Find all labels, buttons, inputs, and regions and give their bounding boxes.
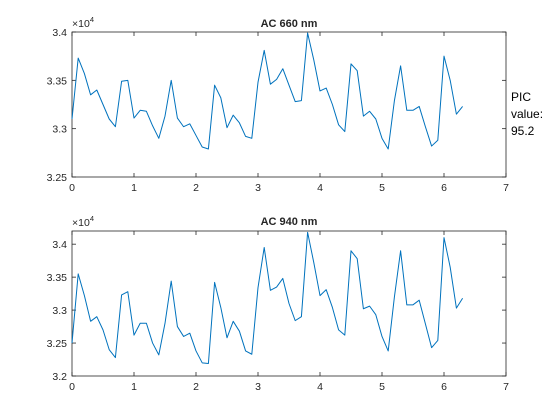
x-tick-label: 7 xyxy=(503,381,509,393)
x-tick-label: 4 xyxy=(317,182,323,194)
chart-title: AC 940 nm xyxy=(261,216,318,228)
y-tick-label: 3.2 xyxy=(52,371,67,383)
x-tick-label: 3 xyxy=(255,381,261,393)
chart-title: AC 660 nm xyxy=(261,18,318,30)
y-multiplier-label: ×104 xyxy=(72,214,94,229)
x-tick-label: 2 xyxy=(193,182,199,194)
x-tick-label: 6 xyxy=(441,182,447,194)
y-tick-label: 3.4 xyxy=(52,27,67,39)
pic-value-annotation: PIC value: 95.2 xyxy=(511,89,543,140)
x-tick-label: 3 xyxy=(255,182,261,194)
y-tick-label: 3.25 xyxy=(47,172,68,184)
annotation-line: value: xyxy=(511,106,543,123)
x-tick-label: 2 xyxy=(193,381,199,393)
subplot-ac-940: AC 940 nm ×104 0 1 2 3 4 5 6 7 3.2 3.25 3.3 3.35 3.… xyxy=(47,214,510,393)
x-tick-label: 7 xyxy=(503,182,509,194)
y-tick-label: 3.35 xyxy=(47,272,68,284)
x-tick-label: 1 xyxy=(131,182,137,194)
y-multiplier-label: ×104 xyxy=(72,15,94,30)
x-tick-label: 0 xyxy=(69,381,75,393)
y-tick-label: 3.4 xyxy=(52,239,67,251)
x-tick-label: 1 xyxy=(131,381,137,393)
x-tick-label: 0 xyxy=(69,182,75,194)
y-tick-label: 3.35 xyxy=(47,75,68,87)
annotation-line: PIC xyxy=(511,89,543,106)
x-tick-label: 5 xyxy=(379,381,385,393)
annotation-line: 95.2 xyxy=(511,123,543,140)
subplot-ac-660: AC 660 nm ×104 0 1 2 3 4 5 6 7 3.25 3.3 3.35 3.4 xyxy=(47,15,510,194)
x-tick-label: 5 xyxy=(379,182,385,194)
y-tick-label: 3.25 xyxy=(47,338,68,350)
y-tick-label: 3.3 xyxy=(52,305,67,317)
x-tick-label: 6 xyxy=(441,381,447,393)
y-tick-label: 3.3 xyxy=(52,124,67,136)
x-tick-label: 4 xyxy=(317,381,323,393)
